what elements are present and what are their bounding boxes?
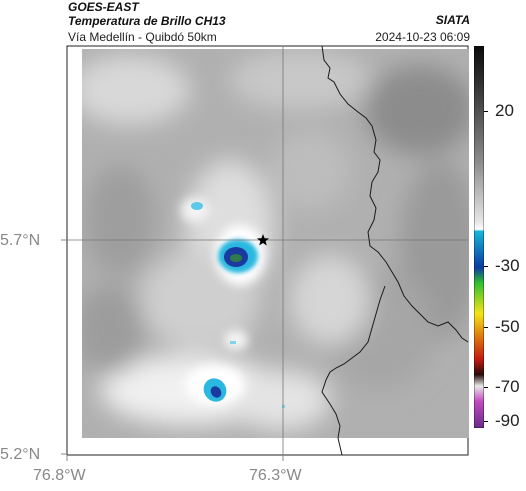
route-subtitle: Vía Medellín - Quibdó 50km <box>68 30 217 44</box>
colorbar-label: -90 <box>495 411 520 430</box>
border-line <box>321 45 469 343</box>
colorbar-tick <box>484 266 488 267</box>
organization-label: SIATA <box>435 13 470 27</box>
colorbar-label: 20 <box>495 101 514 120</box>
river-line <box>321 285 386 456</box>
colorbar-tick <box>484 421 488 422</box>
cold-cloud-cores <box>191 202 285 408</box>
colorbar-tick <box>484 327 488 328</box>
latitude-label: 5.7°N <box>0 232 41 249</box>
star-icon <box>257 234 269 246</box>
longitude-label: 76.8°W <box>33 467 86 484</box>
colorbar-label: -50 <box>495 317 520 336</box>
longitude-label: 76.3°W <box>249 467 302 484</box>
colorbar-label: -70 <box>495 377 520 396</box>
timestamp-label: 2024-10-23 06:09 <box>375 30 470 44</box>
colorbar-tick <box>484 387 488 388</box>
satellite-name: GOES-EAST <box>68 0 139 14</box>
colorbar-label: -30 <box>495 256 520 275</box>
latitude-label: 5.2°N <box>0 446 41 463</box>
brightness-temperature-field <box>82 49 469 438</box>
colorbar <box>474 46 484 428</box>
colorbar-tick <box>484 111 488 112</box>
product-title: Temperatura de Brillo CH13 <box>68 14 226 28</box>
